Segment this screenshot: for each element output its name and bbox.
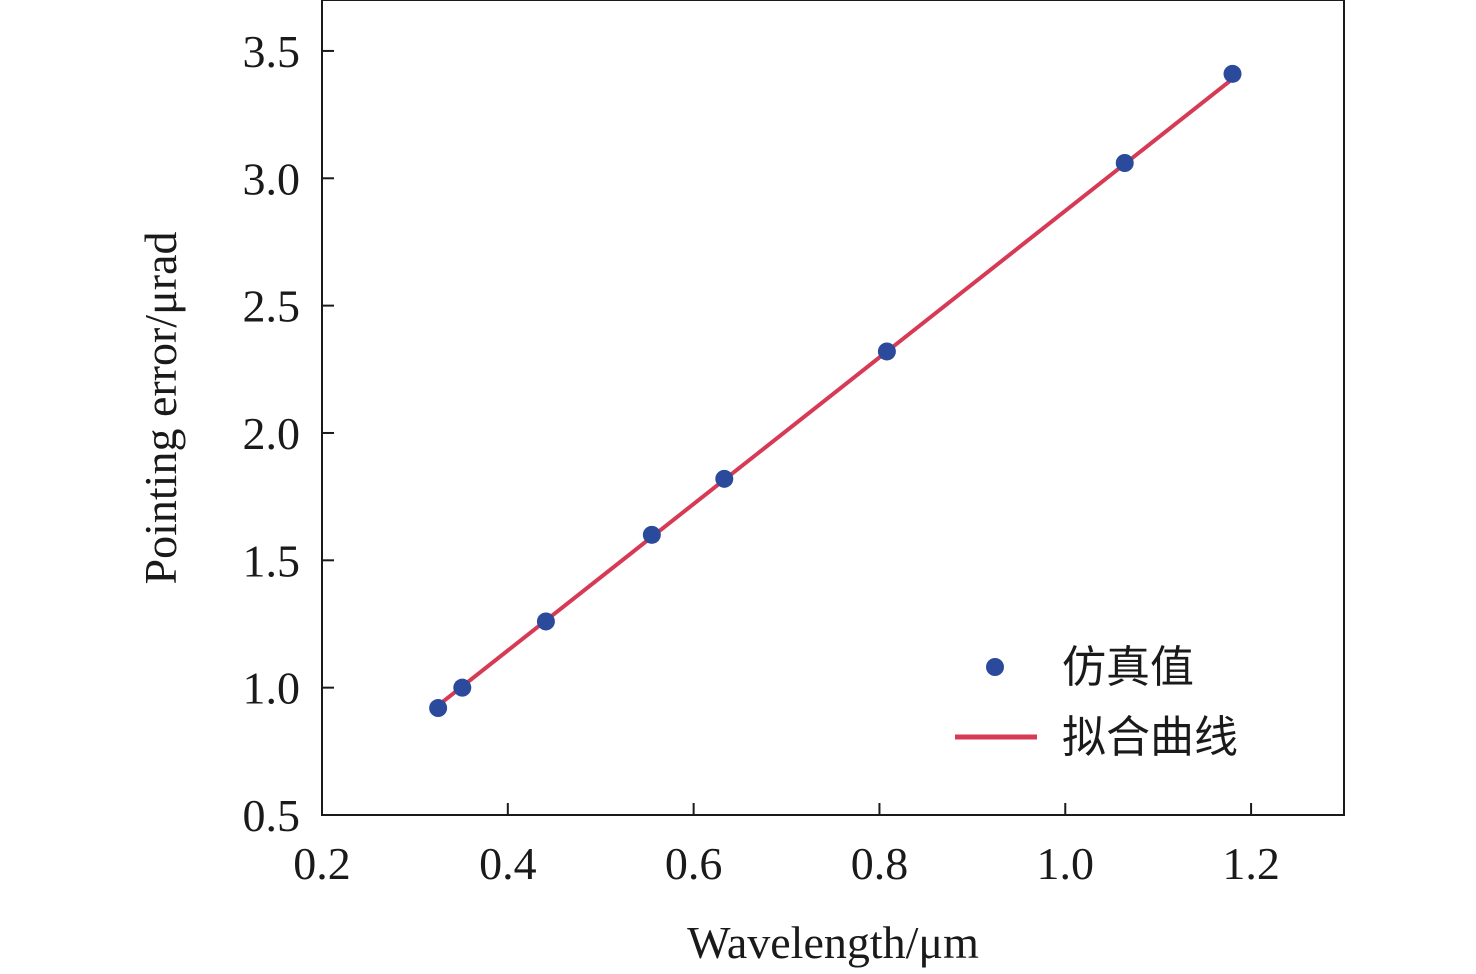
x-axis-label: Wavelength/μm: [687, 917, 979, 968]
y-tick-label: 3.0: [243, 153, 301, 204]
x-tick-label: 0.2: [293, 838, 351, 889]
x-tick-label: 1.0: [1037, 838, 1095, 889]
legend-label-line: 拟合曲线: [1062, 712, 1238, 763]
x-tick-label: 0.6: [665, 838, 723, 889]
data-point: [642, 525, 661, 544]
y-axis-label: Pointing error/μrad: [135, 232, 186, 585]
y-tick-label: 2.5: [243, 281, 301, 332]
x-tick-label: 0.8: [851, 838, 909, 889]
y-tick-label: 1.5: [243, 535, 301, 586]
x-axis-ticks: 0.2 0.4 0.6 0.8 1.0 1.2: [293, 803, 1280, 889]
data-point: [1115, 154, 1134, 172]
legend-marker-scatter: [986, 658, 1004, 676]
data-point: [715, 469, 734, 488]
data-point: [1223, 64, 1242, 83]
series-layer: [429, 64, 1242, 718]
x-tick-label: 1.2: [1222, 838, 1280, 889]
data-point: [429, 699, 448, 718]
legend-label-scatter: 仿真值: [1062, 642, 1194, 693]
x-tick-label: 0.4: [479, 838, 537, 889]
y-tick-label: 3.5: [243, 26, 301, 77]
y-tick-label: 2.0: [243, 408, 301, 459]
y-tick-label: 1.0: [243, 663, 301, 714]
y-tick-label: 0.5: [243, 790, 301, 841]
fit-line: [436, 77, 1234, 708]
plot-frame: [321, 0, 1345, 816]
data-point: [536, 612, 555, 631]
y-axis-ticks: 0.5 1.0 1.5 2.0 2.5 3.0 3.5: [243, 26, 334, 841]
data-point: [877, 342, 896, 361]
legend: 仿真值 拟合曲线: [955, 642, 1238, 763]
data-point: [453, 678, 472, 697]
